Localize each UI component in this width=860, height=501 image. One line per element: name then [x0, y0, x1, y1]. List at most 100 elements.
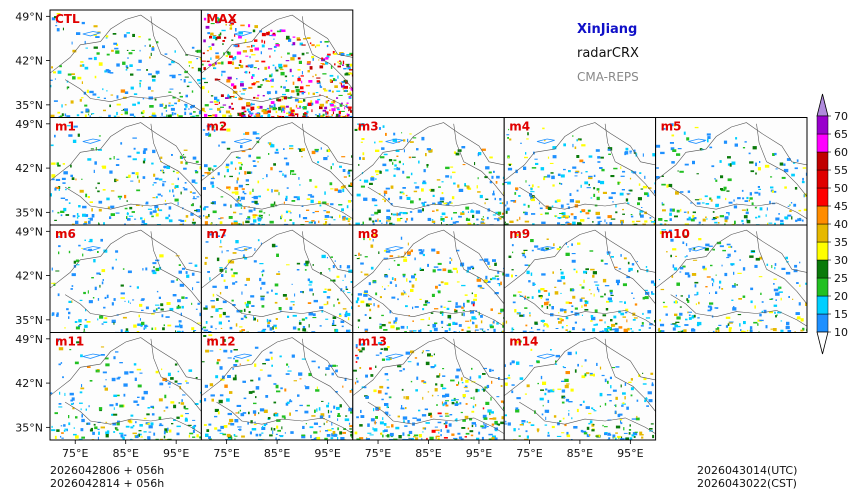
reflectivity-cell	[193, 196, 195, 199]
lon-tick-label: 75°E	[62, 447, 88, 460]
reflectivity-cell	[524, 393, 527, 395]
reflectivity-cell	[73, 260, 76, 264]
reflectivity-cell	[530, 187, 533, 191]
map-panel-max: MAX	[200, 9, 354, 118]
reflectivity-cell	[116, 63, 120, 67]
reflectivity-cell	[58, 251, 60, 255]
reflectivity-cell	[217, 359, 221, 362]
reflectivity-cell	[463, 397, 465, 399]
reflectivity-cell	[790, 202, 793, 204]
reflectivity-cell	[358, 257, 360, 259]
reflectivity-cell	[91, 214, 95, 218]
reflectivity-cell	[299, 214, 301, 218]
reflectivity-cell	[109, 72, 114, 74]
reflectivity-cell	[257, 94, 260, 97]
reflectivity-cell	[300, 75, 304, 77]
reflectivity-cell	[572, 166, 577, 169]
reflectivity-cell	[125, 69, 128, 71]
reflectivity-cell	[289, 306, 293, 310]
reflectivity-cell	[457, 432, 461, 435]
reflectivity-cell	[731, 161, 736, 165]
lat-tick-label: 42°N	[15, 270, 43, 283]
reflectivity-cell	[330, 410, 332, 413]
reflectivity-cell	[568, 302, 572, 304]
reflectivity-cell	[312, 57, 314, 61]
reflectivity-cell	[687, 311, 689, 314]
reflectivity-cell	[285, 210, 289, 214]
reflectivity-cell	[117, 376, 121, 379]
reflectivity-cell	[59, 232, 62, 235]
reflectivity-cell	[71, 223, 75, 225]
reflectivity-cell	[323, 223, 327, 225]
reflectivity-cell	[346, 63, 350, 67]
reflectivity-cell	[223, 349, 228, 353]
reflectivity-cell	[217, 62, 221, 65]
reflectivity-cell	[301, 318, 305, 321]
reflectivity-cell	[676, 325, 681, 328]
reflectivity-cell	[160, 303, 164, 307]
reflectivity-cell	[607, 432, 611, 435]
reflectivity-cell	[245, 131, 250, 135]
reflectivity-cell	[221, 250, 223, 254]
reflectivity-cell	[162, 183, 165, 187]
reflectivity-cell	[230, 22, 234, 25]
reflectivity-cell	[474, 330, 476, 332]
reflectivity-cell	[320, 86, 323, 88]
reflectivity-cell	[515, 407, 519, 410]
reflectivity-cell	[192, 156, 197, 160]
reflectivity-cell	[770, 186, 774, 189]
reflectivity-cell	[261, 329, 266, 332]
reflectivity-cell	[594, 204, 598, 207]
reflectivity-cell	[190, 204, 194, 207]
reflectivity-cell	[326, 296, 331, 299]
reflectivity-cell	[253, 316, 254, 320]
reflectivity-cell	[276, 419, 281, 422]
reflectivity-cell	[539, 397, 544, 401]
reflectivity-cell	[794, 167, 798, 170]
reflectivity-cell	[413, 182, 417, 184]
reflectivity-cell	[287, 315, 290, 318]
reflectivity-cell	[141, 205, 143, 207]
reflectivity-cell	[780, 297, 782, 301]
panel-label: m12	[206, 335, 235, 349]
reflectivity-cell	[129, 371, 134, 374]
reflectivity-cell	[126, 49, 129, 51]
reflectivity-cell	[684, 272, 690, 275]
reflectivity-cell	[356, 380, 359, 383]
reflectivity-cell	[165, 104, 167, 108]
reflectivity-cell	[75, 326, 80, 330]
reflectivity-cell	[289, 112, 293, 116]
reflectivity-cell	[440, 429, 442, 432]
reflectivity-cell	[89, 90, 94, 94]
reflectivity-cell	[331, 216, 333, 219]
reflectivity-cell	[427, 353, 431, 357]
lake-outline	[82, 138, 101, 144]
reflectivity-cell	[434, 426, 438, 428]
reflectivity-cell	[624, 382, 627, 386]
reflectivity-cell	[326, 434, 331, 437]
reflectivity-cell	[443, 437, 448, 439]
reflectivity-cell	[230, 204, 232, 208]
reflectivity-cell	[712, 217, 717, 220]
reflectivity-cell	[761, 301, 764, 303]
reflectivity-cell	[178, 270, 182, 274]
reflectivity-cell	[441, 222, 442, 225]
reflectivity-cell	[181, 305, 184, 309]
reflectivity-cell	[255, 137, 260, 140]
reflectivity-cell	[58, 116, 60, 118]
reflectivity-cell	[348, 113, 350, 117]
reflectivity-cell	[748, 152, 751, 155]
reflectivity-cell	[429, 330, 432, 332]
reflectivity-cell	[615, 204, 617, 208]
reflectivity-cell	[257, 161, 259, 163]
reflectivity-cell	[227, 93, 229, 97]
reflectivity-cell	[444, 216, 448, 218]
reflectivity-cell	[70, 403, 74, 405]
reflectivity-cell	[292, 54, 297, 58]
reflectivity-cell	[403, 290, 405, 292]
reflectivity-cell	[642, 372, 644, 374]
reflectivity-cell	[428, 412, 432, 416]
reflectivity-cell	[384, 199, 386, 203]
reflectivity-cell	[726, 212, 730, 214]
reflectivity-cell	[303, 263, 307, 266]
